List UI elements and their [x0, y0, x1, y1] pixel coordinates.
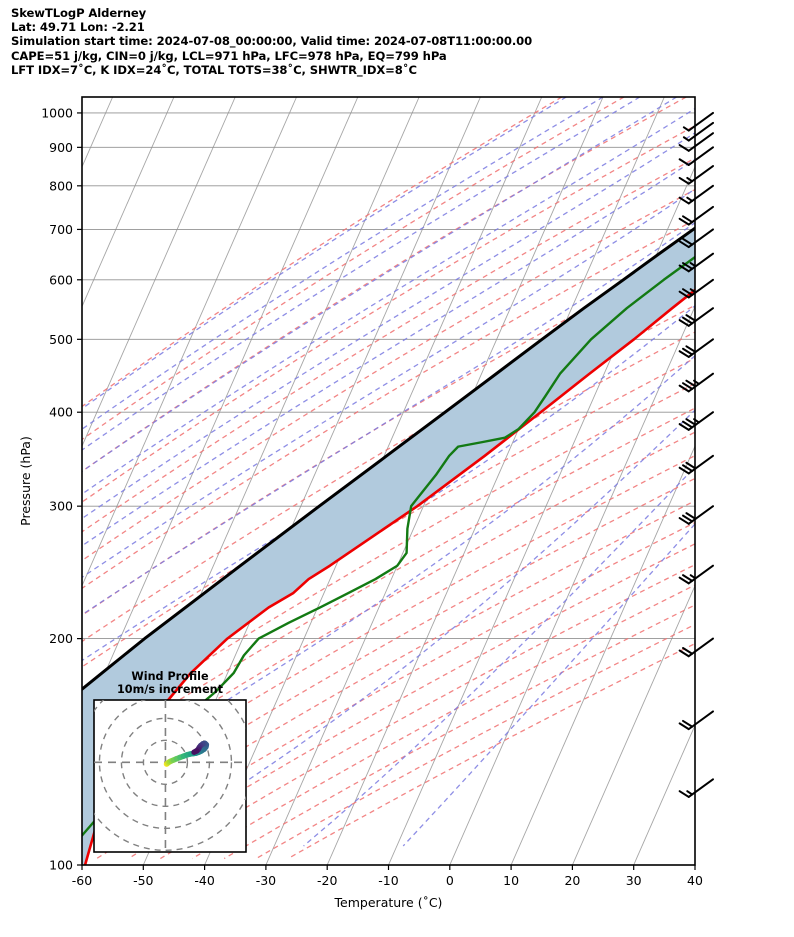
x-axis-label: Temperature (˚C) [334, 895, 443, 910]
svg-text:Wind Profile: Wind Profile [131, 670, 209, 683]
wind-barb [678, 184, 714, 205]
wind-barb [678, 637, 714, 658]
wind-barb [682, 111, 714, 132]
x-tick-label: -10 [378, 873, 398, 888]
header-indices: LFT IDX=7˚C, K IDX=24˚C, TOTAL TOTS=38˚C… [11, 62, 417, 77]
wind-barb [678, 307, 714, 327]
x-tick-label: -50 [133, 873, 153, 888]
y-tick-label: 500 [49, 332, 73, 347]
header-title: SkewTLogP Alderney [11, 6, 147, 20]
y-tick-label: 200 [49, 631, 73, 646]
buoyancy-shading [82, 228, 695, 865]
hodograph-trace [94, 700, 246, 852]
y-tick-label: 400 [49, 405, 73, 420]
x-tick-label: -30 [256, 873, 276, 888]
wind-barb [678, 165, 714, 185]
wind-barb [678, 338, 714, 358]
wind-barb [678, 278, 714, 299]
wind-barb [678, 505, 714, 525]
y-tick-label: 800 [49, 178, 73, 193]
x-tick-label: 0 [446, 873, 454, 888]
wind-barb [678, 778, 714, 798]
figure-header: SkewTLogP Alderney Lat: 49.71 Lon: -2.21… [11, 6, 781, 77]
wind-barb [678, 132, 714, 152]
wind-barb [678, 146, 714, 166]
y-tick-label: 600 [49, 272, 73, 287]
x-tick-label: 30 [626, 873, 642, 888]
header-coordinates: Lat: 49.71 Lon: -2.21 [11, 20, 145, 35]
x-tick-label: 10 [503, 873, 519, 888]
wind-barb [678, 228, 714, 249]
header-cape-cin: CAPE=51 j/kg, CIN=0 j/kg, LCL=971 hPa, L… [11, 48, 447, 63]
y-axis-label: Pressure (hPa) [18, 436, 33, 526]
y-tick-label: 100 [49, 858, 73, 873]
x-tick-label: -60 [72, 873, 92, 888]
y-tick-label: 900 [49, 140, 73, 155]
wind-barb [678, 205, 714, 226]
sounding-curves [82, 226, 695, 865]
y-tick-label: 700 [49, 222, 73, 237]
x-tick-label: 20 [564, 873, 580, 888]
svg-text:10m/s increment: 10m/s increment [117, 683, 224, 696]
x-tick-label: 40 [687, 873, 703, 888]
y-tick-label: 300 [49, 499, 73, 514]
y-tick-label: 1000 [41, 105, 73, 120]
header-times: Simulation start time: 2024-07-08_00:00:… [11, 34, 533, 49]
wind-barb [678, 454, 714, 475]
x-tick-label: -20 [317, 873, 337, 888]
wind-barb [682, 121, 714, 142]
wind-barb [678, 710, 714, 731]
wind-barb [678, 411, 714, 431]
x-tick-label: -40 [194, 873, 214, 888]
